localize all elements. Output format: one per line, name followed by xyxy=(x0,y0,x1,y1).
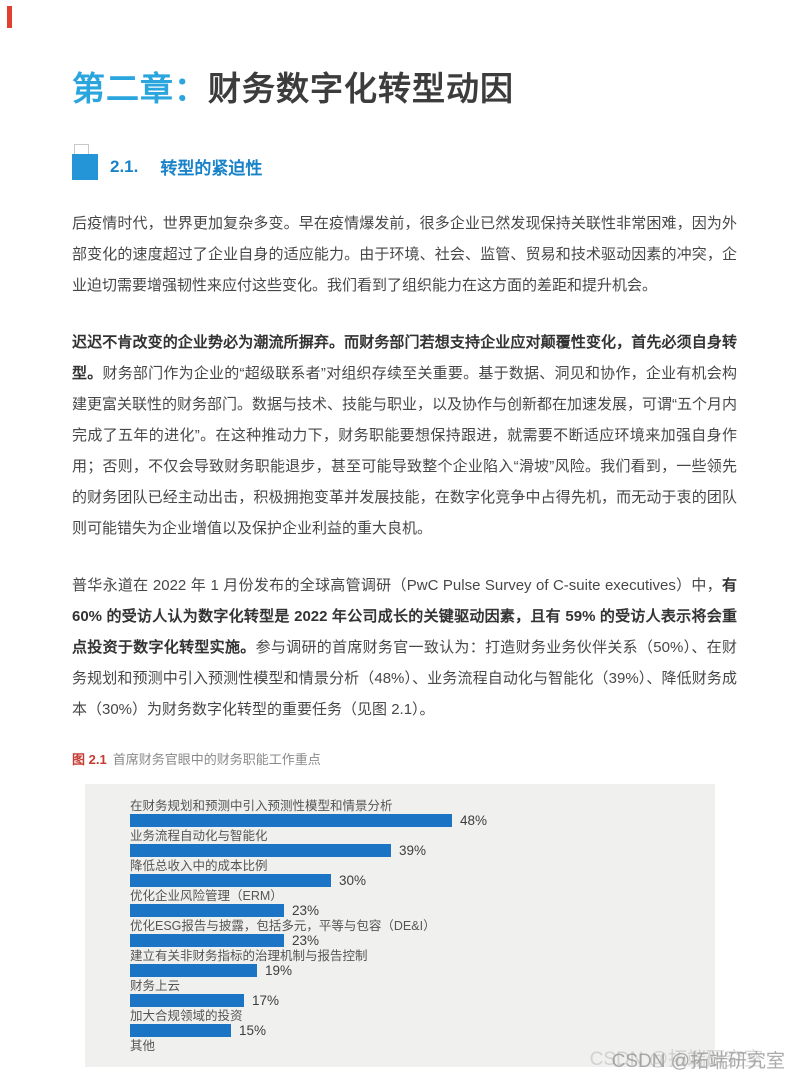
chart-row: 建立有关非财务指标的治理机制与报告控制 19% xyxy=(130,948,695,977)
paragraph-3: 普华永道在 2022 年 1 月份发布的全球高管调研（PwC Pulse Sur… xyxy=(72,570,737,725)
chart-bar xyxy=(130,903,284,917)
chart-bar-line: 23% xyxy=(130,904,695,917)
chart-bar-value: 23% xyxy=(292,932,320,948)
bar-chart: 在财务规划和预测中引入预测性模型和情景分析 48% 业务流程自动化与智能化 39% 降低… xyxy=(85,783,715,1067)
chart-bar xyxy=(130,1023,231,1037)
paragraph-bold-segment: 迟迟不肯改变的企业势必为潮流所摒弃。而财务部门若想支持企业应对颠覆性变化，首先必… xyxy=(72,333,737,382)
chapter-title: 第二章：财务数字化转型动因 xyxy=(72,0,737,108)
chart-bar xyxy=(130,843,391,857)
bar-chart-rows: 在财务规划和预测中引入预测性模型和情景分析 48% 业务流程自动化与智能化 39% 降低… xyxy=(130,798,695,1054)
chart-bar-value: 17% xyxy=(252,992,280,1008)
chart-category-label: 优化企业风险管理（ERM） xyxy=(130,888,283,903)
paragraph-bold-segment: 有 60% 的受访人认为数字化转型是 2022 年公司成长的关键驱动因素，且有 … xyxy=(72,576,737,656)
chart-bar xyxy=(130,933,284,947)
chart-bar xyxy=(130,813,452,827)
section-number: 2.1. xyxy=(110,156,139,176)
chapter-title-text: 财务数字化转型动因 xyxy=(208,70,514,107)
chart-category-label: 降低总收入中的成本比例 xyxy=(130,858,268,873)
figure-label: 图 2.1 xyxy=(72,751,107,767)
red-corner-mark xyxy=(7,6,12,28)
chart-bar xyxy=(130,873,331,887)
chart-bar-value: 19% xyxy=(265,962,293,978)
chart-category-label: 财务上云 xyxy=(130,978,181,993)
chart-bar-line: 17% xyxy=(130,994,695,1007)
chart-category-label: 加大合规领域的投资 xyxy=(130,1008,243,1023)
chart-bar xyxy=(130,993,244,1007)
paragraph-segment: 普华永道在 2022 年 1 月份发布的全球高管调研（PwC Pulse Sur… xyxy=(72,576,722,594)
chart-row: 在财务规划和预测中引入预测性模型和情景分析 48% xyxy=(130,798,695,827)
paragraph-segment: 参与调研的首席财务官一致认为：打造财务业务伙伴关系（50%）、在财务规划和预测中… xyxy=(72,638,737,718)
chart-bar-line: 30% xyxy=(130,874,695,887)
chart-category-label: 业务流程自动化与智能化 xyxy=(130,828,268,843)
chart-bar-line: 23% xyxy=(130,934,695,947)
chart-row: 业务流程自动化与智能化 39% xyxy=(130,828,695,857)
chart-bar-line: 19% xyxy=(130,964,695,977)
chart-row: 财务上云 17% xyxy=(130,978,695,1007)
paragraph-segment: 财务部门作为企业的“超级联系者”对组织存续至关重要。基于数据、洞见和协作，企业有… xyxy=(72,364,737,537)
section-heading: 2.1. 转型的紧迫性 xyxy=(72,143,737,182)
chart-bar-value: 23% xyxy=(292,902,320,918)
paragraph-2: 迟迟不肯改变的企业势必为潮流所摒弃。而财务部门若想支持企业应对颠覆性变化，首先必… xyxy=(72,327,737,544)
chart-bar-value: 30% xyxy=(339,872,367,888)
chart-row: 加大合规领域的投资 15% xyxy=(130,1008,695,1037)
chart-category-label: 建立有关非财务指标的治理机制与报告控制 xyxy=(130,948,368,963)
figure-caption: 图 2.1 首席财务官眼中的财务职能工作重点 xyxy=(72,749,737,768)
figure-caption-text: 首席财务官眼中的财务职能工作重点 xyxy=(112,751,321,767)
chart-bar-line: 15% xyxy=(130,1024,695,1037)
paragraph-segment: 后疫情时代，世界更加复杂多变。早在疫情爆发前，很多企业已然发现保持关联性非常困难… xyxy=(72,214,737,294)
paragraph-1: 后疫情时代，世界更加复杂多变。早在疫情爆发前，很多企业已然发现保持关联性非常困难… xyxy=(72,208,737,301)
chart-row: 优化企业风险管理（ERM） 23% xyxy=(130,888,695,917)
chart-bar-value: 39% xyxy=(399,842,427,858)
chart-category-label: 在财务规划和预测中引入预测性模型和情景分析 xyxy=(130,798,393,813)
chart-category-label: 优化ESG报告与披露，包括多元，平等与包容（DE&I） xyxy=(130,918,436,933)
section-title: 转型的紧迫性 xyxy=(160,159,263,179)
chart-bar xyxy=(130,963,257,977)
chart-category-label: 其他 xyxy=(130,1038,156,1053)
section-blue-square-icon xyxy=(72,153,98,180)
chart-row: 其他 xyxy=(130,1038,695,1054)
chart-bar-value: 15% xyxy=(239,1022,267,1038)
chart-bar-line: 48% xyxy=(130,814,695,827)
chart-bar-value: 48% xyxy=(460,812,488,828)
chart-row: 优化ESG报告与披露，包括多元，平等与包容（DE&I） 23% xyxy=(130,918,695,947)
chapter-number: 第二章： xyxy=(72,70,208,107)
chart-row: 降低总收入中的成本比例 30% xyxy=(130,858,695,887)
chart-bar-line: 39% xyxy=(130,844,695,857)
